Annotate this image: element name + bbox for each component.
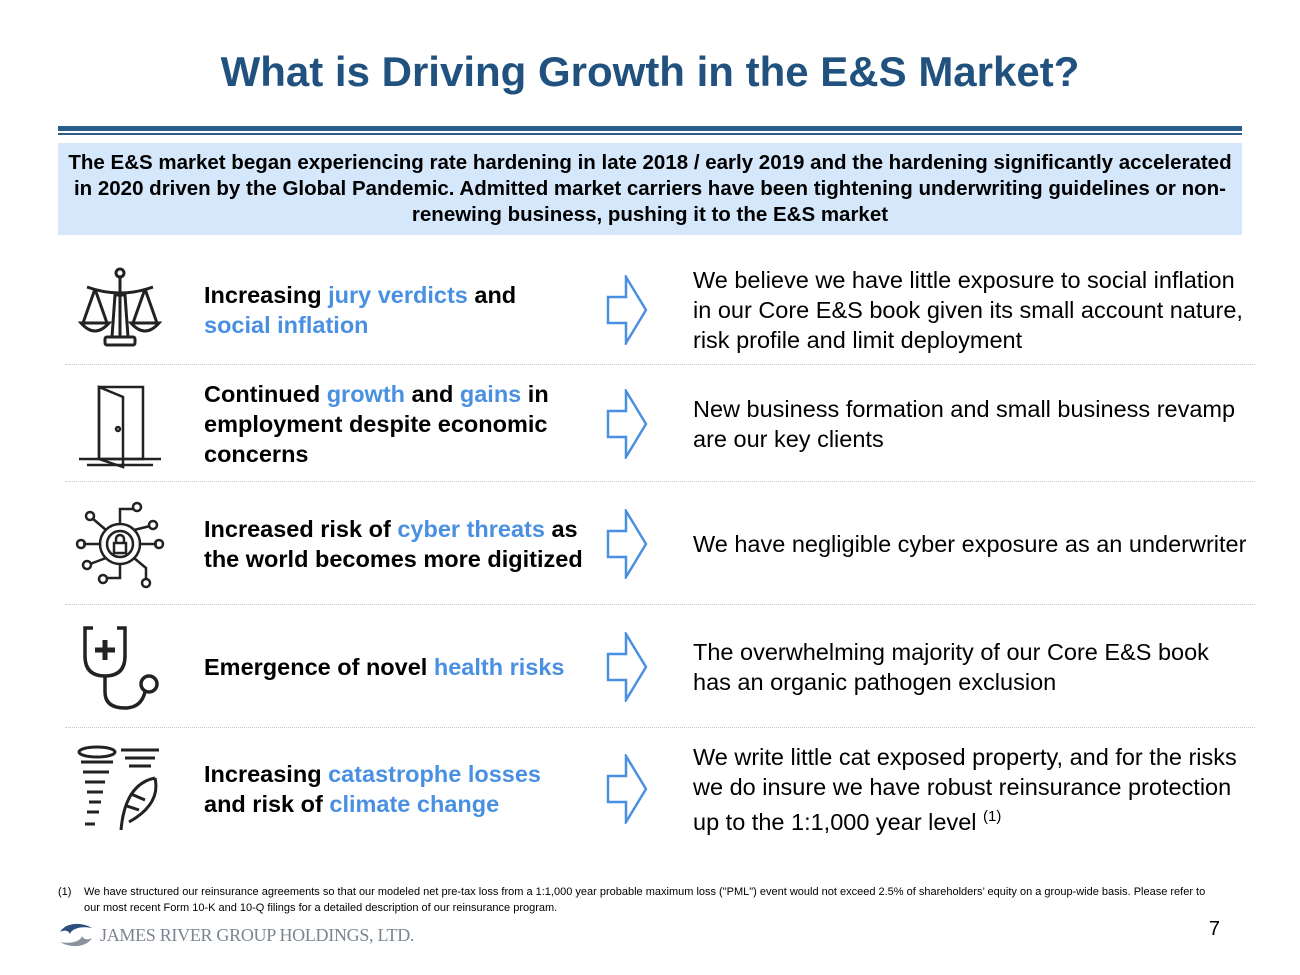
- scales-of-justice-icon: [77, 267, 163, 347]
- driver-highlight: jury verdicts: [328, 282, 468, 308]
- driver-row: Increased risk of cyber threats as the w…: [65, 482, 1255, 605]
- summary-banner: The E&S market began experiencing rate h…: [58, 143, 1242, 235]
- impact-body: New business formation and small busines…: [693, 395, 1236, 452]
- right-arrow-icon: [606, 754, 648, 824]
- impact-text: We write little cat exposed property, an…: [693, 742, 1253, 837]
- driver-text: in employment despite economic concerns: [204, 380, 549, 467]
- impact-text: We have negligible cyber exposure as an …: [693, 529, 1253, 559]
- right-arrow-icon: [606, 631, 648, 702]
- driver-text: Increasing: [204, 761, 329, 787]
- driver-highlight: social inflation: [204, 312, 369, 338]
- company-logo: JAMES RIVER GROUP HOLDINGS, LTD.: [58, 922, 414, 948]
- driver-text: and: [467, 282, 517, 308]
- driver-text: Emergence of novel: [204, 653, 434, 680]
- slide-title: What is Driving Growth in the E&S Market…: [220, 48, 1080, 95]
- title-rule-thin: [58, 133, 1242, 135]
- driver-label: Increasing catastrophe losses and risk o…: [204, 759, 584, 819]
- footnote-number: (1): [58, 886, 72, 898]
- page-number: 7: [1208, 918, 1220, 940]
- driver-highlight: health risks: [433, 653, 565, 680]
- driver-text: Continued: [204, 380, 327, 407]
- driver-highlight: catastrophe losses: [328, 761, 541, 787]
- driver-highlight: cyber threats: [397, 515, 545, 542]
- impact-body: We have negligible cyber exposure as an …: [693, 530, 1247, 557]
- impact-text: We believe we have little exposure to so…: [693, 265, 1253, 355]
- stethoscope-icon: [83, 625, 159, 710]
- driver-text: and risk of: [204, 791, 330, 817]
- driver-row: Increasing jury verdicts and social infl…: [65, 255, 1255, 365]
- logo-text: JAMES RIVER GROUP HOLDINGS, LTD.: [100, 924, 415, 945]
- row-divider: [65, 481, 1255, 482]
- footnote-ref: (1): [983, 807, 1002, 825]
- impact-text: The overwhelming majority of our Core E&…: [693, 637, 1253, 697]
- row-divider: [65, 364, 1255, 365]
- title-rule: [58, 126, 1242, 131]
- driver-highlight: climate change: [329, 791, 500, 817]
- driver-label: Increased risk of cyber threats as the w…: [204, 514, 584, 574]
- footnote-text: We have structured our reinsurance agree…: [84, 886, 1206, 914]
- impact-body: We write little cat exposed property, an…: [693, 743, 1237, 835]
- door-icon: [79, 384, 161, 469]
- driver-text: as the world becomes more digitized: [204, 515, 583, 572]
- cyber-lock-icon: [75, 501, 165, 588]
- row-divider: [65, 727, 1255, 728]
- driver-row: Continued growth and gains in employment…: [65, 365, 1255, 482]
- footnote: (1) We have structured our reinsurance a…: [58, 884, 1208, 916]
- right-arrow-icon: [606, 508, 648, 579]
- driver-label: Emergence of novel health risks: [204, 652, 584, 682]
- driver-highlight: gains: [459, 380, 522, 407]
- impact-text: New business formation and small busines…: [693, 394, 1253, 454]
- tornado-wind-icon: [77, 745, 159, 831]
- driver-text: Increased risk of: [204, 515, 398, 542]
- driver-label: Continued growth and gains in employment…: [204, 379, 584, 469]
- right-arrow-icon: [606, 388, 648, 459]
- impact-body: The overwhelming majority of our Core E&…: [693, 638, 1209, 695]
- driver-row: Emergence of novel health risks The over…: [65, 605, 1255, 728]
- driver-highlight: growth: [326, 380, 406, 407]
- right-arrow-icon: [606, 275, 648, 345]
- driver-row: Increasing catastrophe losses and risk o…: [65, 728, 1255, 850]
- logo-swoosh-icon: [60, 923, 92, 947]
- driver-label: Increasing jury verdicts and social infl…: [204, 280, 584, 340]
- driver-text: and: [405, 380, 460, 407]
- impact-body: We believe we have little exposure to so…: [693, 267, 1243, 353]
- driver-text: Increasing: [204, 282, 329, 308]
- row-divider: [65, 604, 1255, 605]
